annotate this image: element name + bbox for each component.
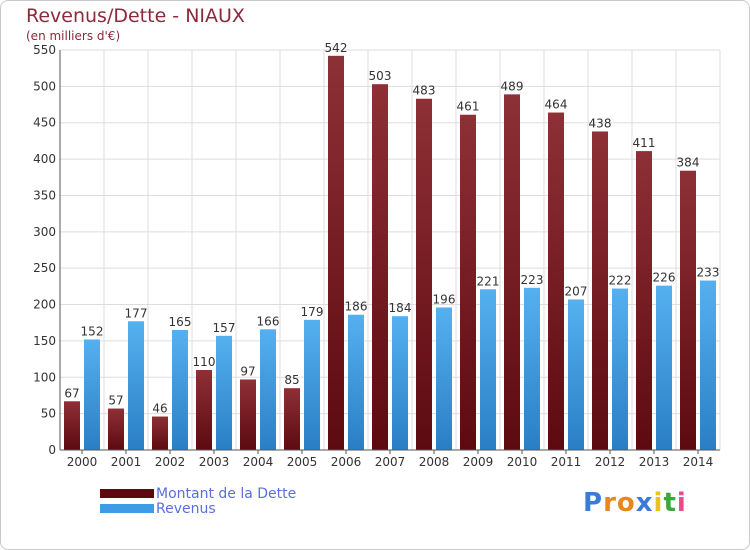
debt-bar xyxy=(592,131,608,451)
legend-swatch-revenue xyxy=(100,504,154,513)
revenue-value-label: 226 xyxy=(653,271,676,285)
revenue-bar xyxy=(480,289,496,450)
debt-value-label: 97 xyxy=(240,364,255,378)
x-tick-label: 2000 xyxy=(67,455,98,469)
debt-bar xyxy=(196,370,212,450)
revenue-value-label: 177 xyxy=(125,306,148,320)
revenue-bar xyxy=(172,330,188,450)
x-tick-label: 2007 xyxy=(375,455,406,469)
revenue-value-label: 157 xyxy=(213,321,236,335)
debt-value-label: 384 xyxy=(677,156,700,170)
revenue-value-label: 186 xyxy=(345,300,368,314)
revenue-value-label: 179 xyxy=(301,305,324,319)
debt-bar xyxy=(680,170,696,450)
y-tick-label: 300 xyxy=(33,225,56,239)
y-tick-label: 250 xyxy=(33,261,56,275)
x-tick-label: 2002 xyxy=(155,455,186,469)
debt-bar xyxy=(240,379,256,450)
chart-title: Revenus/Dette - NIAUX xyxy=(26,5,245,27)
x-tick-label: 2008 xyxy=(419,455,450,469)
debt-bar xyxy=(328,55,344,451)
revenue-bar xyxy=(304,319,320,450)
revenue-bar xyxy=(656,285,672,450)
chart-subtitle: (en milliers d'€) xyxy=(26,29,121,43)
debt-value-label: 67 xyxy=(64,386,79,400)
debt-value-label: 57 xyxy=(108,394,123,408)
bar-chart: 6715257177461651101579716685179542186503… xyxy=(33,41,721,469)
debt-bar xyxy=(152,416,168,450)
revenue-bar xyxy=(216,335,232,450)
debt-value-label: 85 xyxy=(284,373,299,387)
revenue-bar xyxy=(392,316,408,450)
legend-label-revenue: Revenus xyxy=(156,500,216,517)
revenue-value-label: 207 xyxy=(565,284,588,298)
revenue-value-label: 233 xyxy=(697,266,720,280)
x-tick-label: 2004 xyxy=(243,455,274,469)
revenue-bar xyxy=(128,321,144,450)
revenue-value-label: 165 xyxy=(169,315,192,329)
revenue-value-label: 152 xyxy=(81,324,104,338)
debt-value-label: 46 xyxy=(152,402,167,416)
y-tick-label: 0 xyxy=(48,443,56,457)
y-tick-label: 150 xyxy=(33,334,56,348)
revenue-value-label: 223 xyxy=(521,273,544,287)
debt-bar xyxy=(548,112,564,450)
debt-value-label: 464 xyxy=(545,98,568,112)
y-tick-label: 450 xyxy=(33,116,56,130)
legend-swatch-debt xyxy=(100,489,154,498)
revenue-value-label: 184 xyxy=(389,301,412,315)
revenue-bar xyxy=(84,339,100,450)
x-tick-label: 2001 xyxy=(111,455,142,469)
debt-bar xyxy=(108,408,124,450)
debt-value-label: 461 xyxy=(457,100,480,114)
debt-bar xyxy=(372,84,388,450)
revenue-value-label: 221 xyxy=(477,274,500,288)
revenue-bar xyxy=(524,287,540,450)
x-tick-label: 2005 xyxy=(287,455,318,469)
x-tick-label: 2009 xyxy=(463,455,494,469)
debt-value-label: 503 xyxy=(369,69,392,83)
y-tick-label: 200 xyxy=(33,298,56,312)
debt-value-label: 489 xyxy=(501,79,524,93)
y-tick-label: 550 xyxy=(33,43,56,57)
revenue-bar xyxy=(436,307,452,450)
debt-value-label: 411 xyxy=(633,136,656,150)
revenue-bar xyxy=(700,280,716,450)
debt-bar xyxy=(284,388,300,450)
revenue-bar xyxy=(612,288,628,450)
debt-value-label: 483 xyxy=(413,84,436,98)
x-tick-label: 2011 xyxy=(551,455,582,469)
debt-value-label: 438 xyxy=(589,116,612,130)
debt-bar xyxy=(504,94,520,450)
x-tick-label: 2006 xyxy=(331,455,362,469)
revenue-value-label: 222 xyxy=(609,274,632,288)
y-tick-label: 400 xyxy=(33,152,56,166)
revenue-bar xyxy=(568,299,584,450)
revenue-value-label: 166 xyxy=(257,314,280,328)
proxiti-logo: Proxiti xyxy=(583,488,687,518)
x-tick-label: 2003 xyxy=(199,455,230,469)
debt-bar xyxy=(64,401,80,450)
x-tick-label: 2013 xyxy=(639,455,670,469)
x-tick-label: 2010 xyxy=(507,455,538,469)
debt-value-label: 110 xyxy=(193,355,216,369)
debt-value-label: 542 xyxy=(325,41,348,55)
revenue-value-label: 196 xyxy=(433,292,456,306)
revenue-bar xyxy=(348,314,364,450)
debt-bar xyxy=(636,151,652,450)
debt-bar xyxy=(416,98,432,451)
legend-item-debt: Montant de la Dette xyxy=(100,485,297,502)
debt-bar xyxy=(460,114,476,451)
x-tick-label: 2014 xyxy=(683,455,714,469)
y-tick-label: 50 xyxy=(41,407,56,421)
legend-label-debt: Montant de la Dette xyxy=(156,485,297,502)
legend: Montant de la Dette Revenus xyxy=(100,485,297,517)
revenue-bar xyxy=(260,329,276,450)
legend-item-revenue: Revenus xyxy=(100,500,296,517)
x-tick-label: 2012 xyxy=(595,455,626,469)
y-tick-label: 350 xyxy=(33,188,56,202)
y-tick-label: 500 xyxy=(33,79,56,93)
y-tick-label: 100 xyxy=(33,370,56,384)
